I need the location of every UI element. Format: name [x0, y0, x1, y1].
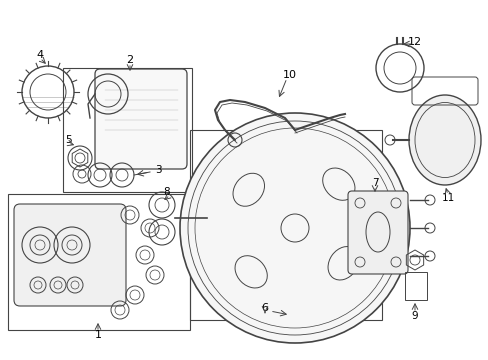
Text: 11: 11: [441, 193, 454, 203]
Text: 8: 8: [163, 187, 170, 197]
Bar: [63, 68, 192, 192]
Text: 12: 12: [407, 37, 421, 47]
Bar: [8, 194, 190, 330]
Text: 3: 3: [154, 165, 161, 175]
Bar: [190, 130, 381, 320]
Text: 6: 6: [261, 303, 268, 313]
Text: 10: 10: [283, 70, 296, 80]
Text: 9: 9: [411, 311, 417, 321]
FancyBboxPatch shape: [95, 69, 186, 169]
Text: 2: 2: [126, 55, 133, 65]
Circle shape: [180, 113, 409, 343]
Text: 7: 7: [371, 178, 378, 188]
FancyBboxPatch shape: [14, 204, 126, 306]
Text: 5: 5: [64, 135, 71, 145]
Bar: [404, 272, 426, 300]
Text: 1: 1: [94, 330, 102, 340]
Ellipse shape: [408, 95, 480, 185]
Text: 4: 4: [37, 50, 43, 60]
FancyBboxPatch shape: [347, 191, 407, 274]
